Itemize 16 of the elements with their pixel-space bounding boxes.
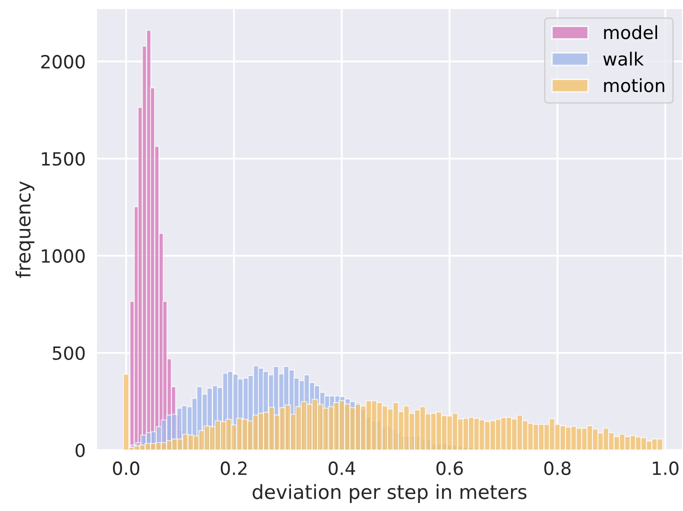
x-tick-label: 1.0 xyxy=(652,461,678,476)
legend-label: model xyxy=(604,25,658,40)
x-tick-label: 0.8 xyxy=(544,461,571,476)
x-tick-label: 0.4 xyxy=(328,461,356,476)
x-tick-label: 0.2 xyxy=(220,461,246,476)
y-tick-label: 0 xyxy=(76,443,85,458)
legend-label: motion xyxy=(604,78,664,92)
y-tick-label: 1500 xyxy=(42,152,85,166)
y-tick-label: 1000 xyxy=(42,249,85,263)
y-axis-title: frequency xyxy=(16,181,34,278)
x-tick-label: 0.6 xyxy=(436,461,463,476)
x-tick-label: 0.0 xyxy=(112,461,140,476)
x-axis-title: deviation per step in meters xyxy=(252,484,526,503)
y-tick-label: 500 xyxy=(52,346,85,360)
legend-label: walk xyxy=(603,52,644,66)
y-tick-label: 2000 xyxy=(41,54,85,69)
